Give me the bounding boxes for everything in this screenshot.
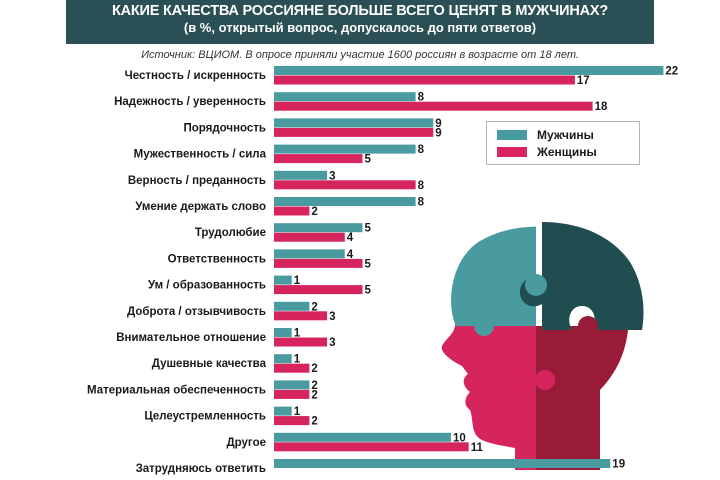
bar-men-трудолюбие bbox=[274, 223, 363, 233]
bar-men-другое bbox=[274, 432, 451, 442]
category-label-затрудняюсь-ответить: Затрудняюсь ответить bbox=[136, 463, 266, 475]
category-label-трудолюбие: Трудолюбие bbox=[195, 227, 266, 239]
bar-women-материальная-обеспеченность bbox=[274, 389, 310, 399]
value-label-men-ум-образованность: 1 bbox=[294, 275, 301, 287]
category-label-другое: Другое bbox=[226, 437, 266, 449]
bar-men-целеустремленность bbox=[274, 406, 292, 416]
value-label-men-умение-держать-слово: 8 bbox=[418, 197, 425, 209]
bar-men-верность-преданность bbox=[274, 170, 328, 180]
source-note: Источник: ВЦИОМ. В опросе приняли участи… bbox=[141, 49, 579, 61]
header-banner: КАКИЕ КАЧЕСТВА РОССИЯНЕ БОЛЬШЕ ВСЕГО ЦЕН… bbox=[66, 0, 654, 44]
category-label-внимательное-отношение: Внимательное отношение bbox=[116, 332, 266, 344]
bar-men-внимательное-отношение bbox=[274, 328, 292, 337]
category-label-умение-держать-слово: Умение держать слово bbox=[135, 201, 266, 213]
value-label-men-мужественность-сила: 8 bbox=[418, 144, 425, 156]
value-label-women-верность-преданность: 8 bbox=[418, 180, 425, 192]
value-label-women-душевные-качества: 2 bbox=[311, 363, 317, 375]
chart-title: КАКИЕ КАЧЕСТВА РОССИЯНЕ БОЛЬШЕ ВСЕГО ЦЕН… bbox=[111, 3, 609, 19]
category-label-честность-искренность: Честность / искренность bbox=[125, 70, 266, 82]
value-label-women-внимательное-отношение: 3 bbox=[329, 337, 335, 349]
value-label-women-мужественность-сила: 5 bbox=[365, 154, 372, 166]
category-label-ум-образованность: Ум / образованность bbox=[148, 280, 266, 292]
category-label-материальная-обеспеченность: Материальная обеспеченность bbox=[87, 384, 266, 396]
value-label-women-материальная-обеспеченность: 2 bbox=[311, 389, 317, 401]
bar-women-трудолюбие bbox=[274, 232, 345, 242]
bar-women-ответственность bbox=[274, 258, 363, 268]
bar-women-целеустремленность bbox=[274, 416, 310, 426]
value-label-women-целеустремленность: 2 bbox=[311, 416, 317, 428]
value-label-women-честность-искренность: 17 bbox=[577, 75, 590, 87]
bar-women-умение-держать-слово bbox=[274, 206, 310, 216]
chart-legend: Мужчины Женщины bbox=[486, 121, 640, 165]
bar-men-порядочность bbox=[274, 118, 434, 128]
legend-swatch-men bbox=[497, 130, 527, 140]
bar-men-затрудняюсь-ответить bbox=[274, 459, 611, 468]
value-label-women-другое: 11 bbox=[471, 442, 484, 454]
bar-men-доброта-отзывчивость bbox=[274, 301, 310, 311]
bar-women-верность-преданность bbox=[274, 180, 416, 190]
value-label-women-ум-образованность: 5 bbox=[365, 285, 372, 297]
category-label-порядочность: Порядочность bbox=[183, 122, 266, 134]
legend-item-men: Мужчины bbox=[497, 127, 594, 143]
value-label-women-порядочность: 9 bbox=[435, 127, 441, 139]
value-label-men-надежность-уверенность: 8 bbox=[418, 92, 425, 104]
category-label-мужественность-сила: Мужественность / сила bbox=[134, 149, 267, 161]
value-label-men-ответственность: 4 bbox=[347, 249, 354, 261]
bar-women-доброта-отзывчивость bbox=[274, 311, 328, 321]
bar-men-мужественность-сила bbox=[274, 144, 416, 154]
bar-women-внимательное-отношение bbox=[274, 337, 328, 347]
value-label-women-ответственность: 5 bbox=[365, 258, 372, 270]
value-label-women-умение-держать-слово: 2 bbox=[311, 206, 317, 218]
value-label-men-затрудняюсь-ответить: 19 bbox=[612, 459, 625, 471]
legend-label-women: Женщины bbox=[537, 145, 597, 159]
chart-subtitle: (в %, открытый вопрос, допускалось до пя… bbox=[183, 20, 537, 35]
bar-women-честность-искренность bbox=[274, 75, 575, 85]
value-label-women-трудолюбие: 4 bbox=[347, 232, 354, 244]
value-label-men-доброта-отзывчивость: 2 bbox=[311, 301, 317, 313]
bar-men-ответственность bbox=[274, 249, 345, 259]
bar-women-надежность-уверенность bbox=[274, 101, 593, 111]
category-label-верность-преданность: Верность / преданность bbox=[128, 175, 266, 187]
category-label-доброта-отзывчивость: Доброта / отзывчивость bbox=[127, 306, 266, 318]
bar-men-материальная-обеспеченность bbox=[274, 380, 310, 390]
value-label-men-порядочность: 9 bbox=[435, 118, 441, 130]
value-label-men-трудолюбие: 5 bbox=[365, 223, 372, 235]
legend-item-women: Женщины bbox=[497, 144, 597, 160]
bar-women-мужественность-сила bbox=[274, 154, 363, 164]
category-label-ответственность: Ответственность bbox=[168, 253, 266, 265]
category-label-надежность-уверенность: Надежность / уверенность bbox=[114, 96, 266, 108]
value-label-men-верность-преданность: 3 bbox=[329, 170, 335, 182]
bar-men-ум-образованность bbox=[274, 275, 292, 285]
bar-women-душевные-качества bbox=[274, 363, 310, 373]
value-label-men-внимательное-отношение: 1 bbox=[294, 328, 301, 340]
value-label-men-другое: 10 bbox=[453, 432, 466, 444]
value-label-men-душевные-качества: 1 bbox=[294, 354, 301, 366]
legend-swatch-women bbox=[497, 147, 527, 157]
bar-men-надежность-уверенность bbox=[274, 92, 416, 102]
bar-men-умение-держать-слово bbox=[274, 197, 416, 206]
bar-men-честность-искренность bbox=[274, 66, 664, 75]
puzzle-piece-dark bbox=[520, 222, 644, 330]
value-label-men-материальная-обеспеченность: 2 bbox=[311, 380, 317, 392]
category-label-душевные-качества: Душевные качества bbox=[152, 358, 267, 370]
value-label-men-честность-искренность: 22 bbox=[665, 66, 678, 78]
bar-women-ум-образованность bbox=[274, 285, 363, 295]
bar-women-другое bbox=[274, 442, 469, 452]
value-label-women-надежность-уверенность: 18 bbox=[595, 101, 608, 113]
category-label-целеустремленность: Целеустремленность bbox=[144, 411, 266, 423]
value-label-men-целеустремленность: 1 bbox=[294, 406, 301, 418]
value-label-women-доброта-отзывчивость: 3 bbox=[329, 311, 335, 323]
legend-label-men: Мужчины bbox=[537, 128, 594, 142]
bar-men-душевные-качества bbox=[274, 354, 292, 364]
bar-women-порядочность bbox=[274, 127, 434, 137]
